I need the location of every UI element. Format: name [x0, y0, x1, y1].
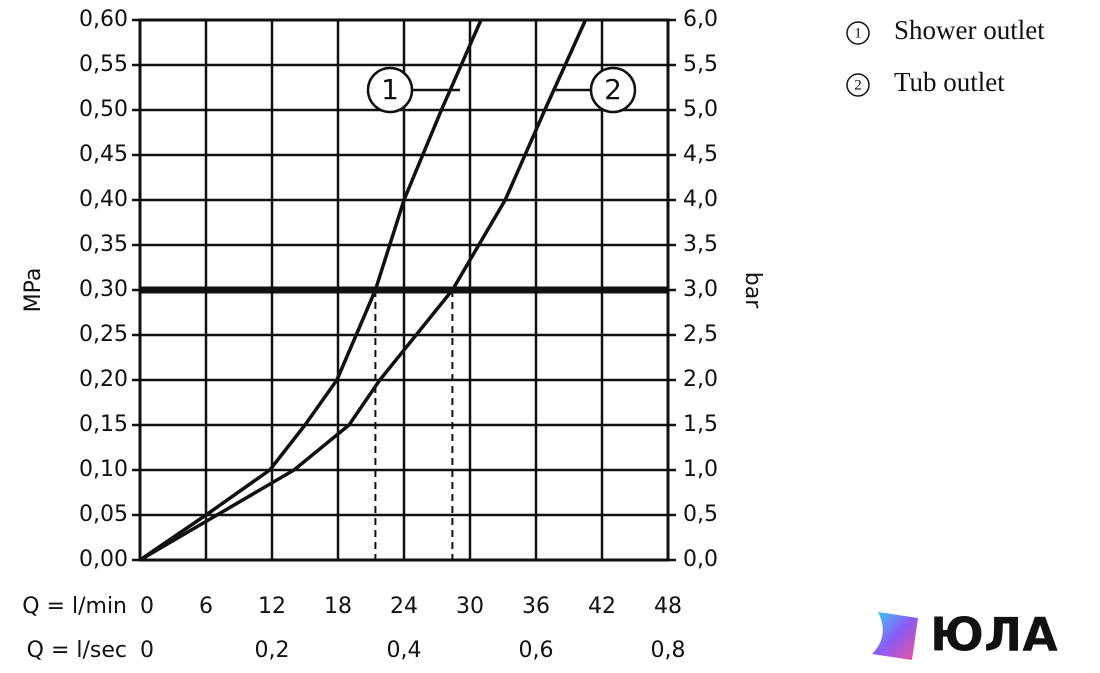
- y-tick-label: 0,10: [79, 457, 128, 482]
- x2-tick-label: 0: [140, 638, 154, 663]
- x2-axis-label: Q = l/sec: [27, 638, 127, 663]
- series-label-circle: [589, 66, 637, 114]
- series-label-circle: [366, 66, 414, 114]
- y-tick-label: 0,05: [79, 502, 128, 527]
- series-label: 2: [604, 73, 622, 106]
- watermark: ЮЛА: [930, 608, 1058, 662]
- y-tick-label: 0,60: [79, 7, 128, 32]
- series-line: [139, 19, 588, 562]
- y-tick-label: 0,30: [79, 277, 128, 302]
- y-tick-label: 0,55: [79, 52, 128, 77]
- legend-symbol: [846, 21, 870, 45]
- y2-tick-label: 2,0: [683, 367, 718, 392]
- y-tick-label: 0,00: [79, 547, 128, 572]
- legend-symbol: [846, 73, 870, 97]
- y2-tick-label: 3,5: [683, 232, 718, 257]
- y2-tick-label: 4,0: [683, 187, 718, 212]
- x-tick-label: 18: [324, 594, 352, 619]
- x2-tick-label: 0,6: [519, 638, 554, 663]
- y2-tick-label: 1,0: [683, 457, 718, 482]
- y2-axis-label: bar: [740, 272, 765, 309]
- y-tick-label: 0,40: [79, 187, 128, 212]
- legend: 1 Shower outlet 2 Tub outlet: [846, 15, 1045, 97]
- x-tick-label: 42: [588, 594, 616, 619]
- y2-tick-label: 5,5: [683, 52, 718, 77]
- y2-tick-label: 4,5: [683, 142, 718, 167]
- y-tick-label: 0,25: [79, 322, 128, 347]
- y2-tick-label: 5,0: [683, 97, 718, 122]
- series-label: 1: [381, 73, 399, 106]
- y2-tick-label: 0,5: [683, 502, 718, 527]
- y2-tick-label: 3,0: [683, 277, 718, 302]
- legend-label: Tub outlet: [894, 67, 1005, 97]
- x-tick-label: 48: [654, 594, 682, 619]
- y-tick-label: 0,15: [79, 412, 128, 437]
- y-tick-label: 0,50: [79, 97, 128, 122]
- x-tick-label: 36: [522, 594, 550, 619]
- y-tick-label: 0,45: [79, 142, 128, 167]
- y2-tick-label: 0,0: [683, 547, 718, 572]
- x-tick-label: 0: [140, 594, 154, 619]
- x2-tick-label: 0,4: [387, 638, 422, 663]
- x-tick-label: 6: [199, 594, 213, 619]
- y-axis-label: MPa: [21, 268, 46, 313]
- y2-tick-label: 2,5: [683, 322, 718, 347]
- legend-symbol-label: 2: [854, 77, 862, 93]
- y2-tick-label: 6,0: [683, 7, 718, 32]
- x-tick-label: 30: [456, 594, 484, 619]
- legend-label: Shower outlet: [894, 15, 1045, 45]
- y-tick-label: 0,35: [79, 232, 128, 257]
- x2-tick-label: 0,2: [255, 638, 290, 663]
- y2-tick-label: 1,5: [683, 412, 718, 437]
- y-tick-label: 0,20: [79, 367, 128, 392]
- x2-tick-label: 0,8: [651, 638, 686, 663]
- x-axis-label: Q = l/min: [22, 594, 127, 619]
- x-tick-label: 12: [258, 594, 286, 619]
- series-line: [139, 19, 483, 562]
- x-tick-label: 24: [390, 594, 418, 619]
- legend-symbol-label: 1: [854, 25, 862, 41]
- logo-icon: [872, 612, 918, 660]
